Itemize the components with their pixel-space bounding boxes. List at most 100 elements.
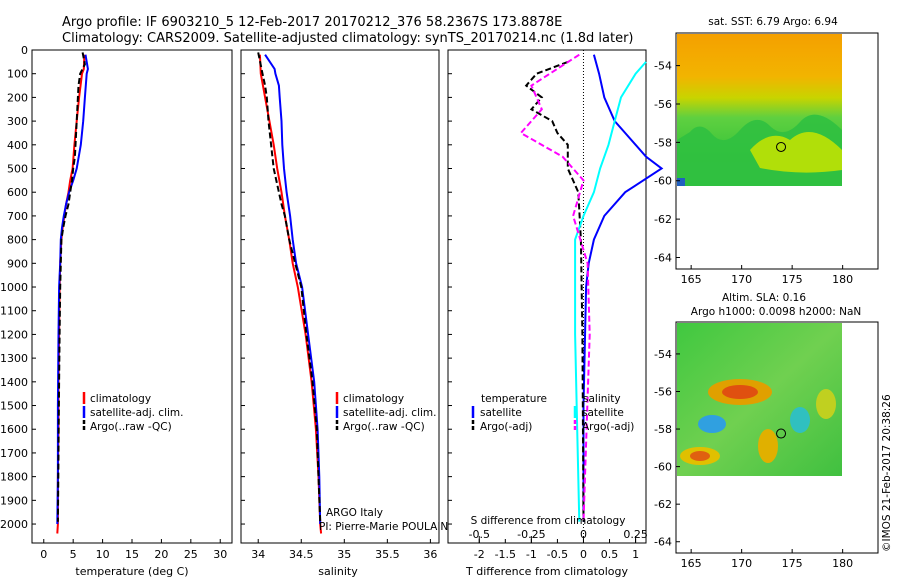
x-tick-label: 1: [632, 548, 639, 561]
sla-map-axes: 165 170 175 180 -54 -56 -58 -60 -62 -64: [654, 348, 853, 570]
depth-tick-label: 100: [7, 68, 28, 81]
depth-tick-label: 1700: [0, 447, 28, 460]
depth-tick-label: 1800: [0, 471, 28, 484]
map-y-tick-label: -60: [654, 461, 672, 474]
map-y-tick-label: -62: [654, 213, 672, 226]
depth-axis: 0 100 200 300 400 500 600 700 800 900 1000 1100 1200…: [0, 44, 36, 531]
depth-tick-label: 1600: [0, 423, 28, 436]
depth-tick-label: 2000: [0, 518, 28, 531]
legend-t-satellite-label: satellite: [480, 407, 522, 419]
difference-legend: temperature satellite Argo(-adj) salinit…: [471, 393, 634, 433]
map-y-tick-label: -62: [654, 498, 672, 511]
sst-patch: [677, 178, 685, 186]
sla-map-title-line2: Argo h1000: 0.0098 h2000: NaN: [691, 306, 861, 318]
series-line: [56, 54, 89, 525]
sst-map: sat. SST: 6.79 Argo: 6.94 165 170 175 180 -5…: [654, 16, 879, 286]
legend-argo-label: Argo(..raw -QC): [90, 421, 172, 433]
salinity-x-axis: 34 34.5 35 35.5 36: [251, 539, 437, 561]
map-x-tick-label: 170: [731, 557, 752, 570]
depth-tick-label: 300: [7, 115, 28, 128]
x-tick-label: 0.5: [601, 548, 619, 561]
salinity-axes-frame: [240, 49, 440, 544]
map-y-tick-label: -60: [654, 175, 672, 188]
x-tick-label: 35.5: [375, 548, 400, 561]
temperature-series: [56, 52, 89, 534]
map-x-tick-label: 180: [832, 557, 853, 570]
x-tick-label: 0: [580, 548, 587, 561]
map-y-tick-label: -54: [654, 60, 672, 73]
legend-satellite-label: satellite-adj. clim.: [90, 407, 183, 419]
x-tick-label: -2: [474, 548, 485, 561]
series-line: [574, 61, 647, 522]
argo-float-marker: [776, 141, 787, 152]
x-tick-label: -0.5: [547, 548, 568, 561]
x-tick-label: 34: [251, 548, 265, 561]
x-tick-label: -1: [526, 548, 537, 561]
map-x-tick-label: 175: [782, 557, 803, 570]
temperature-axes-frame: [31, 49, 233, 544]
salinity-xlabel: salinity: [318, 565, 358, 578]
sla-anomaly-core: [722, 385, 758, 399]
x-tick-label: 30: [213, 548, 227, 561]
depth-tick-label: 400: [7, 139, 28, 152]
sst-warm-tongue: [750, 132, 842, 173]
sla-anomaly-low: [790, 407, 810, 433]
x-tick-label: 36: [423, 548, 437, 561]
depth-tick-label: 700: [7, 210, 28, 223]
series-line: [582, 54, 664, 522]
temperature-panel: 0100200300400500600700800900100011001200…: [0, 44, 233, 578]
series-line: [56, 52, 86, 522]
legend-s-argo-label: Argo(-adj): [582, 421, 634, 433]
series-line: [264, 54, 322, 525]
difference-axes-frame: [447, 49, 647, 544]
figure-title-line1: Argo profile: IF 6903210_5 12-Feb-2017 2…: [62, 15, 562, 30]
sla-map-title-line1: Altim. SLA: 0.16: [722, 292, 806, 304]
legend-salinity-heading: salinity: [583, 393, 621, 405]
sla-anomaly-high: [758, 429, 778, 463]
series-line: [519, 53, 591, 522]
legend-t-argo-label: Argo(-adj): [480, 421, 532, 433]
depth-tick-label: 0: [21, 44, 28, 57]
s-tick-label: -0.5: [469, 528, 490, 541]
series-line: [56, 54, 86, 534]
map-x-tick-label: 165: [681, 557, 702, 570]
sla-anomaly-low: [698, 415, 726, 433]
depth-tick-label: 1200: [0, 328, 28, 341]
difference-t-axis: -2 -1.5 -1 -0.5 0 0.5 1: [474, 539, 639, 561]
x-tick-label: 5: [70, 548, 77, 561]
temperature-x-axis: 0 5 10 15 20 25 30: [40, 539, 227, 561]
map-y-tick-label: -56: [654, 385, 672, 398]
depth-tick-label: 1500: [0, 400, 28, 413]
argo-float-marker: [776, 428, 787, 439]
sst-map-axes: 165 170 175 180 -54 -56 -58 -60 -62 -64: [654, 60, 853, 286]
temperature-xlabel: temperature (deg C): [75, 565, 188, 578]
map-y-tick-label: -64: [654, 536, 672, 549]
depth-tick-label: 1900: [0, 494, 28, 507]
map-x-tick-label: 180: [832, 273, 853, 286]
sla-anomaly-core: [690, 451, 710, 461]
imos-credit: ©IMOS 21-Feb-2017 20:38:26: [881, 394, 893, 552]
map-y-tick-label: -64: [654, 251, 672, 264]
map-y-tick-label: -58: [654, 136, 672, 149]
difference-series: [519, 53, 664, 522]
figure-title-line2: Climatology: CARS2009. Satellite-adjuste…: [62, 31, 634, 46]
map-y-tick-label: -58: [654, 423, 672, 436]
x-tick-label: 34.5: [289, 548, 314, 561]
map-x-tick-label: 175: [782, 273, 803, 286]
s-difference-label: S difference from climatology: [471, 515, 626, 527]
legend-s-satellite-label: satellite: [582, 407, 624, 419]
depth-tick-label: 200: [7, 91, 28, 104]
x-tick-label: 35: [337, 548, 351, 561]
depth-tick-label: 500: [7, 163, 28, 176]
map-x-tick-label: 165: [681, 273, 702, 286]
x-tick-label: 20: [154, 548, 168, 561]
x-tick-label: 10: [96, 548, 110, 561]
legend-climatology-label: climatology: [343, 393, 404, 405]
x-tick-label: 25: [184, 548, 198, 561]
x-tick-label: -1.5: [495, 548, 516, 561]
x-tick-label: 0: [40, 548, 47, 561]
sst-map-title: sat. SST: 6.79 Argo: 6.94: [708, 16, 838, 28]
s-tick-label: -0.25: [517, 528, 545, 541]
sla-map: Altim. SLA: 0.16 Argo h1000: 0.0098 h200…: [654, 292, 879, 570]
